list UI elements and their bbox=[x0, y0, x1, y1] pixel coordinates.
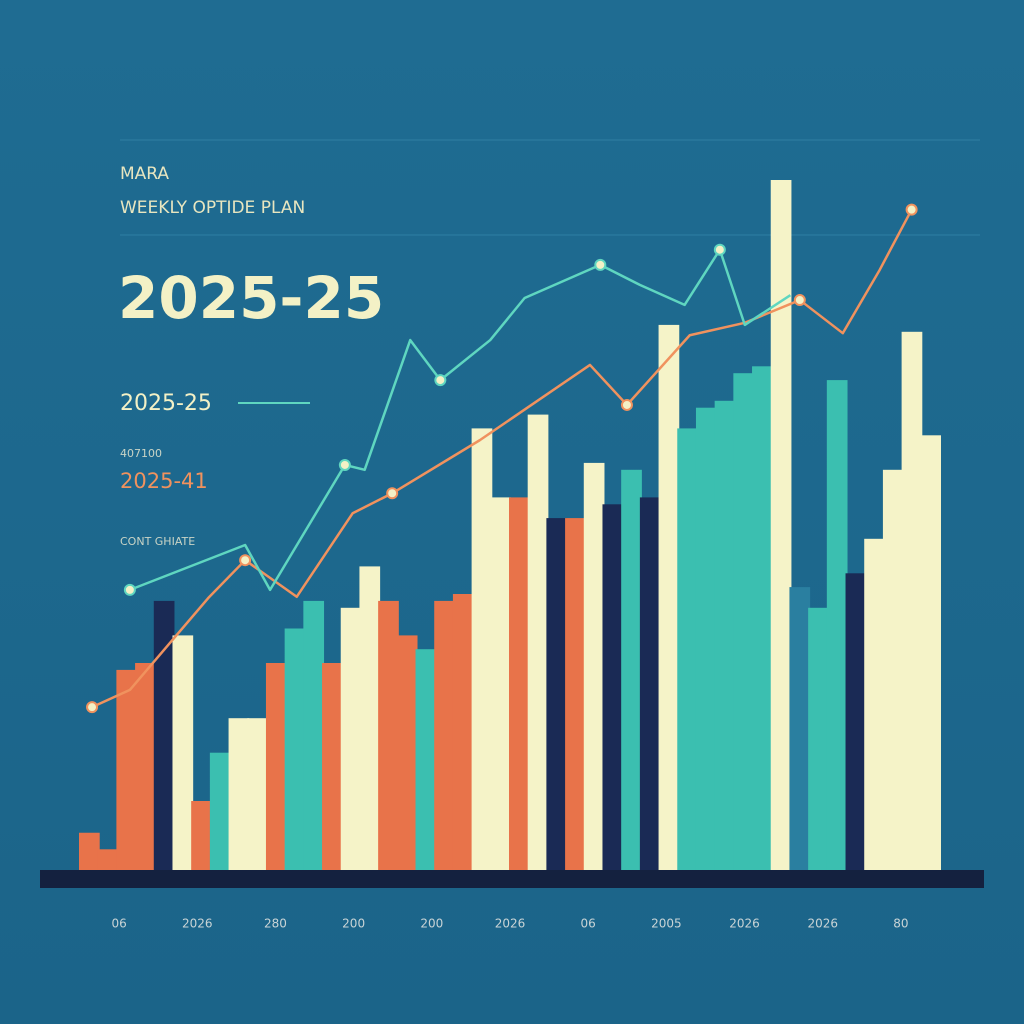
subhead: 407100 bbox=[120, 447, 162, 460]
bar bbox=[247, 718, 268, 870]
bar bbox=[639, 497, 661, 870]
bar bbox=[322, 663, 343, 870]
x-tick-label: 06 bbox=[581, 917, 596, 931]
bar bbox=[695, 407, 717, 870]
line-point bbox=[713, 243, 726, 256]
bar bbox=[602, 504, 624, 870]
bar bbox=[770, 180, 792, 870]
bar bbox=[452, 594, 474, 870]
line-point bbox=[594, 258, 607, 271]
bar bbox=[621, 469, 642, 870]
bar bbox=[471, 428, 493, 870]
line-point bbox=[793, 294, 806, 307]
bar bbox=[303, 600, 325, 870]
bar bbox=[265, 663, 287, 870]
bar bbox=[153, 600, 175, 870]
x-tick-label: 200 bbox=[420, 917, 443, 931]
line-point bbox=[386, 487, 399, 500]
x-tick-label: 2026 bbox=[807, 917, 838, 931]
x-tick-label: 200 bbox=[342, 917, 365, 931]
bar bbox=[396, 635, 418, 870]
bar bbox=[228, 718, 250, 870]
bar bbox=[845, 573, 867, 870]
x-tick-label: 2026 bbox=[182, 917, 213, 931]
bar bbox=[415, 649, 437, 870]
bar bbox=[808, 607, 829, 870]
line-point bbox=[86, 701, 99, 714]
line-series bbox=[91, 209, 913, 709]
x-tick-label: 06 bbox=[111, 917, 126, 931]
line-point bbox=[239, 554, 252, 567]
bar bbox=[359, 566, 381, 870]
bar bbox=[565, 518, 586, 870]
brand: MARA bbox=[120, 164, 169, 184]
bar bbox=[97, 849, 119, 870]
x-tick-label: 80 bbox=[893, 917, 908, 931]
bar bbox=[752, 366, 773, 870]
x-tick-label: 280 bbox=[264, 917, 287, 931]
x-tick-label: 2026 bbox=[729, 917, 760, 931]
line-point bbox=[434, 374, 447, 387]
bar bbox=[901, 331, 923, 870]
subhead: 2025-41 bbox=[120, 469, 208, 493]
subhead: CONT GHIATE bbox=[120, 535, 195, 548]
bar bbox=[546, 518, 568, 870]
bar bbox=[434, 600, 455, 870]
bar bbox=[527, 414, 549, 870]
bar bbox=[920, 435, 941, 870]
bar bbox=[826, 380, 848, 870]
x-tick-label: 2005 bbox=[651, 917, 682, 931]
line-series bbox=[129, 248, 792, 592]
bar bbox=[284, 628, 306, 870]
bar bbox=[714, 400, 736, 870]
bar bbox=[209, 752, 231, 870]
subhead: 2025-25 bbox=[120, 391, 212, 416]
bar bbox=[135, 663, 156, 870]
bar bbox=[509, 497, 530, 870]
line-point bbox=[620, 398, 633, 411]
line-point bbox=[905, 203, 918, 216]
bar bbox=[583, 462, 605, 870]
line-point bbox=[123, 583, 136, 596]
bar bbox=[789, 587, 811, 870]
line-point bbox=[338, 458, 351, 471]
bar bbox=[882, 469, 904, 870]
bar bbox=[340, 607, 362, 870]
bar bbox=[172, 635, 194, 870]
bar bbox=[733, 373, 755, 870]
baseline bbox=[40, 870, 984, 888]
bar bbox=[378, 600, 399, 870]
chart-title: WEEKLY OPTIDE PLAN bbox=[120, 198, 305, 218]
bar bbox=[864, 538, 885, 870]
bar bbox=[79, 832, 100, 870]
bar bbox=[658, 324, 680, 870]
bar bbox=[191, 801, 212, 870]
headline: 2025-25 bbox=[118, 264, 384, 332]
bar bbox=[490, 497, 511, 870]
bar bbox=[677, 428, 698, 870]
x-tick-label: 2026 bbox=[495, 917, 526, 931]
bar bbox=[116, 669, 138, 870]
